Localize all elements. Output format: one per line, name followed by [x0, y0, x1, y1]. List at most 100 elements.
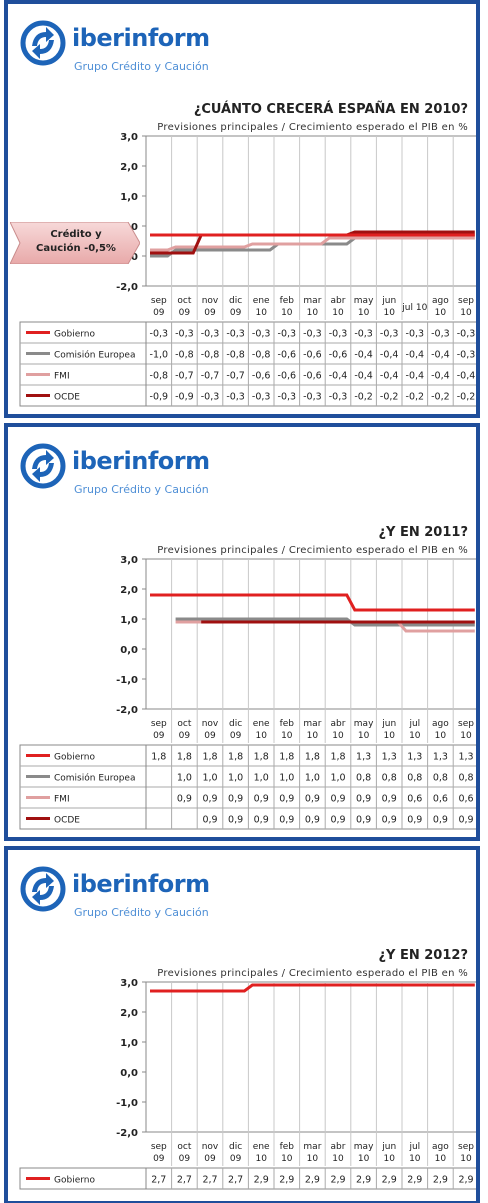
data-label: 2,9 — [254, 1175, 269, 1186]
data-label: 0,6 — [407, 794, 422, 805]
data-label: 1,3 — [407, 752, 422, 763]
data-label: 0,9 — [202, 815, 217, 826]
data-label: 0,8 — [407, 773, 422, 784]
x-tick-label: 10 — [383, 1154, 395, 1164]
x-tick-label: 10 — [435, 731, 447, 741]
data-label: 1,0 — [254, 773, 269, 784]
data-label: 0,9 — [177, 794, 192, 805]
x-tick-label: oct — [177, 1142, 191, 1152]
brand-tagline: Grupo Crédito y Caución — [74, 483, 209, 496]
data-label: -0,4 — [406, 350, 425, 361]
line-chart-2010: 3,02,01,00,0-1,0-2,0sep09oct09nov09dic09… — [19, 132, 476, 407]
x-tick-label: dic — [229, 296, 242, 306]
x-tick-label: sep — [458, 296, 474, 306]
data-label: 1,0 — [202, 773, 217, 784]
plot-area — [145, 981, 476, 1133]
data-label: -0,4 — [406, 371, 425, 382]
data-label: -0,6 — [278, 350, 297, 361]
data-label: -0,3 — [380, 329, 399, 340]
x-tick-label: jun — [381, 1142, 396, 1152]
data-label: -0,3 — [457, 350, 476, 361]
legend-label-fmi: FMI — [54, 795, 70, 805]
x-tick-label: 09 — [204, 1154, 216, 1164]
data-label: 0,9 — [382, 815, 397, 826]
data-label: -0,3 — [175, 329, 194, 340]
legend-label-gobierno: Gobierno — [54, 1176, 95, 1186]
data-label: -0,3 — [303, 329, 322, 340]
x-tick-label: 10 — [435, 1154, 447, 1164]
data-label: 1,3 — [433, 752, 448, 763]
data-label: -0,2 — [380, 392, 399, 403]
data-label: -0,8 — [252, 350, 271, 361]
data-label: 0,9 — [279, 794, 294, 805]
data-label: -0,6 — [303, 371, 322, 382]
brand-name: iberinform — [72, 870, 210, 898]
data-label: -0,6 — [303, 350, 322, 361]
data-label: 2,9 — [407, 1175, 422, 1186]
data-label: 1,8 — [330, 752, 345, 763]
legend-label-ocde: OCDE — [54, 393, 80, 403]
brand-name: iberinform — [72, 447, 210, 475]
data-label: 0,9 — [305, 815, 320, 826]
x-tick-label: 10 — [383, 731, 395, 741]
data-label: 1,0 — [228, 773, 243, 784]
x-tick-label: sep — [151, 719, 167, 729]
plot-area — [145, 558, 476, 710]
x-tick-label: 09 — [179, 731, 191, 741]
x-tick-label: 10 — [409, 1154, 421, 1164]
data-label: -0,4 — [431, 350, 450, 361]
x-tick-label: sep — [151, 1142, 167, 1152]
data-label: -0,3 — [457, 329, 476, 340]
data-label: 2,9 — [458, 1175, 473, 1186]
x-tick-label: 10 — [281, 1154, 293, 1164]
x-tick-label: oct — [177, 296, 191, 306]
x-tick-label: 10 — [281, 731, 293, 741]
x-tick-label: sep — [151, 296, 167, 306]
data-label: 1,8 — [279, 752, 294, 763]
x-tick-label: nov — [202, 1142, 219, 1152]
data-label: -0,4 — [329, 371, 348, 382]
credito-caucion-callout: Crédito y Caución -0,5% — [10, 222, 140, 264]
x-tick-label: 10 — [255, 731, 267, 741]
y-tick-label: 1,0 — [120, 615, 138, 626]
data-label: -0,3 — [252, 329, 271, 340]
data-label: -0,9 — [150, 392, 169, 403]
x-tick-label: abr — [331, 719, 346, 729]
data-label: 0,9 — [356, 815, 371, 826]
series-line-gobierno — [150, 593, 475, 612]
x-tick-label: 10 — [307, 1154, 319, 1164]
x-tick-label: 09 — [204, 308, 216, 318]
x-tick-label: jun — [381, 296, 396, 306]
x-tick-label: jul — [408, 1142, 420, 1152]
data-label: 1,0 — [305, 773, 320, 784]
data-label: -0,7 — [201, 371, 220, 382]
data-label: 1,3 — [458, 752, 473, 763]
legend-label-comision-europea: Comisión Europea — [54, 350, 135, 361]
data-label: -0,3 — [278, 329, 297, 340]
series-line-gobierno — [150, 983, 475, 993]
data-label: 0,9 — [382, 794, 397, 805]
x-tick-label: may — [354, 719, 374, 729]
chart-subtitle: Previsiones principales / Crecimiento es… — [157, 545, 468, 556]
x-tick-label: feb — [280, 296, 295, 306]
x-tick-label: 10 — [358, 1154, 370, 1164]
legend-label-gobierno: Gobierno — [54, 753, 95, 763]
data-label: 0,9 — [279, 815, 294, 826]
iberinform-logo-icon — [20, 20, 66, 66]
x-tick-label: 10 — [358, 731, 370, 741]
x-tick-label: 09 — [230, 731, 242, 741]
chart-subtitle: Previsiones principales / Crecimiento es… — [157, 122, 468, 133]
x-tick-label: 10 — [332, 731, 344, 741]
y-tick-label: 2,0 — [120, 162, 138, 173]
data-label: -0,4 — [354, 350, 373, 361]
x-tick-label: 10 — [460, 731, 472, 741]
data-label: -0,9 — [175, 392, 194, 403]
series-line-fmi — [150, 236, 475, 252]
data-label: -0,3 — [226, 329, 245, 340]
y-tick-label: 1,0 — [120, 1038, 138, 1049]
data-label: -0,6 — [252, 371, 271, 382]
data-label: 2,9 — [356, 1175, 371, 1186]
callout-line2: Caución -0,5% — [36, 243, 116, 254]
y-tick-label: -1,0 — [116, 1098, 138, 1109]
data-label: 2,7 — [177, 1175, 192, 1186]
